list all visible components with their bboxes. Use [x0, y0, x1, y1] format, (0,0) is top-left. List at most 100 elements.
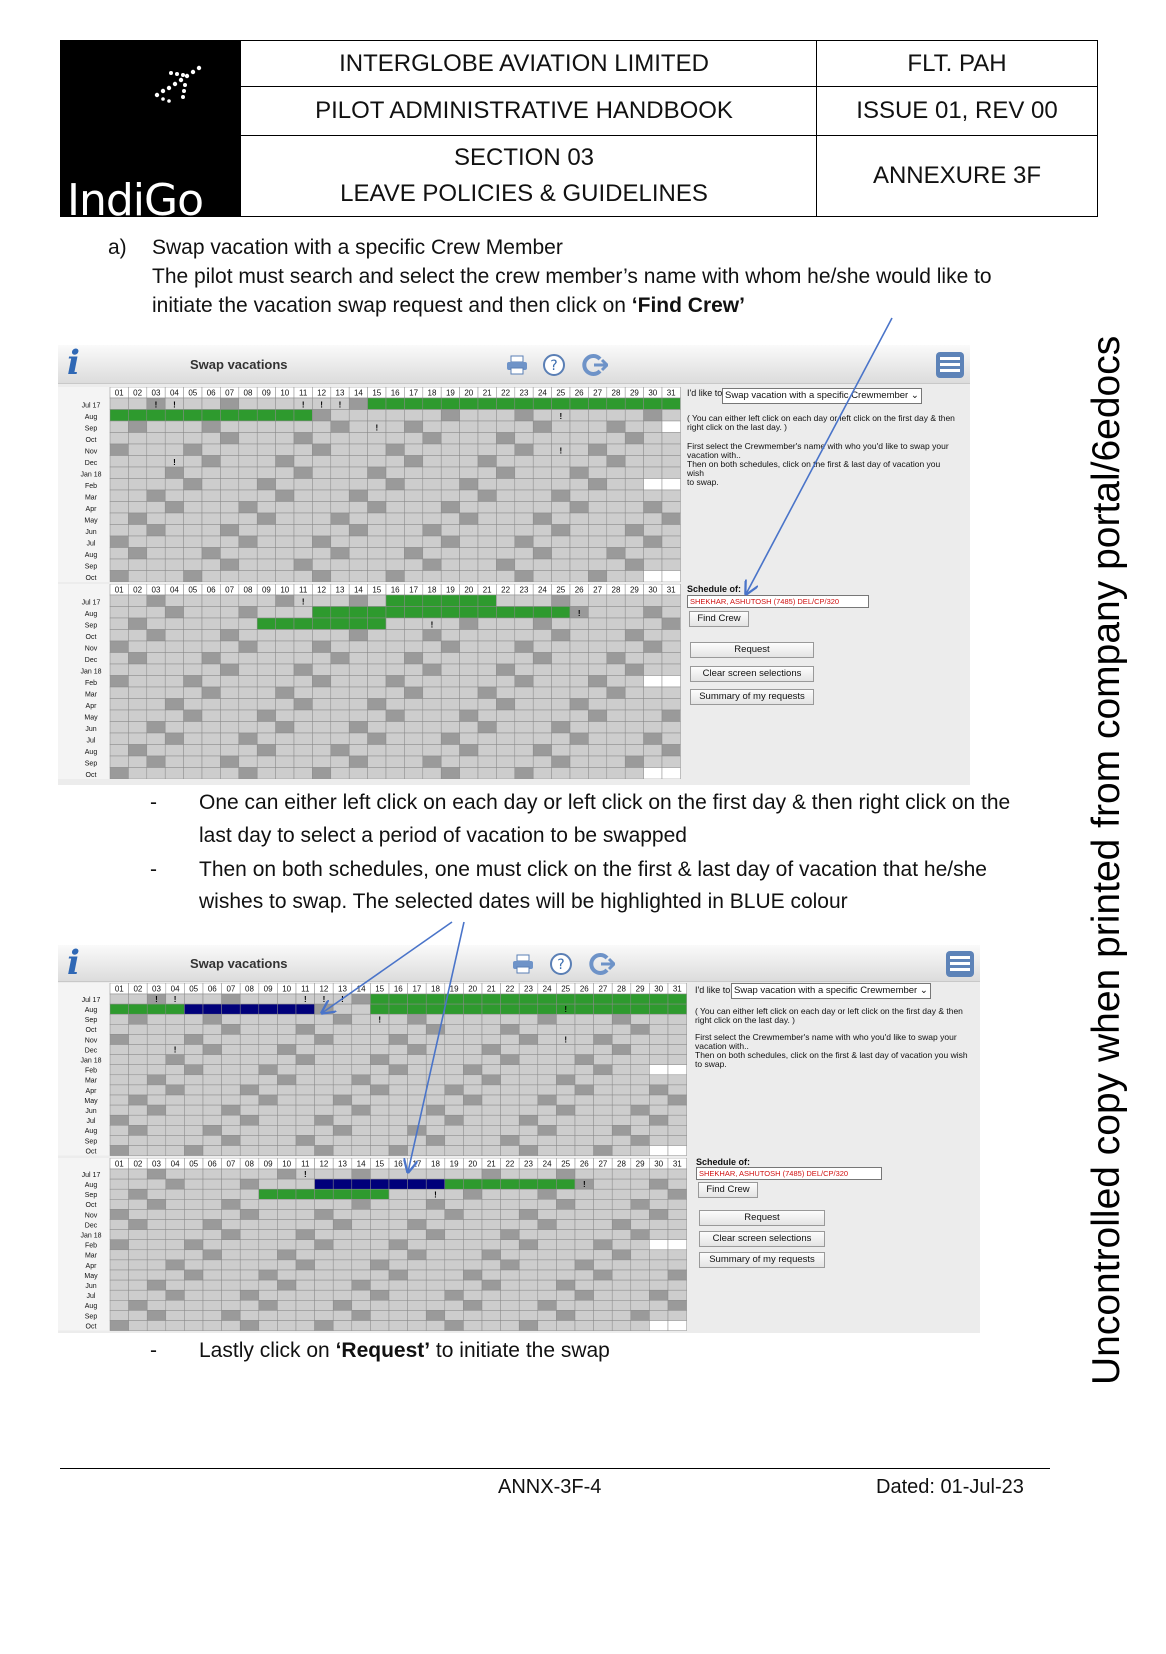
svg-text:?: ?: [557, 957, 564, 973]
month-label: Apr: [86, 1263, 98, 1270]
id-like-label: I'd like to: [695, 985, 731, 995]
help-line: to swap.: [695, 1059, 727, 1069]
my-schedule-grid[interactable]: 01 02 03 04 05 06 07 08 09 10 11 12 13 14 15 16 17 18 19 20…: [58, 387, 690, 582]
day-header: 19: [446, 389, 455, 398]
conflict-mark: !: [564, 1036, 567, 1045]
month-label: Mar: [85, 691, 98, 698]
day-header: 18: [428, 586, 437, 595]
day-header: 03: [152, 389, 161, 398]
help-line: to swap.: [687, 477, 719, 487]
conflict-mark: !: [578, 609, 581, 618]
conflict-mark: !: [155, 995, 158, 1004]
schedule-of-label: Schedule of:: [696, 1157, 751, 1167]
para1-line2: initiate the vacation swap request and t…: [152, 291, 745, 321]
month-label: Sep: [85, 1313, 98, 1320]
day-header: 16: [394, 985, 403, 994]
day-header: 03: [152, 586, 161, 595]
day-header: 19: [450, 985, 459, 994]
conflict-mark: !: [583, 1180, 586, 1189]
day-header: 17: [409, 389, 418, 398]
day-header: 18: [431, 1160, 440, 1169]
day-header: 04: [171, 1160, 180, 1169]
clear-selections-button[interactable]: Clear screen selections: [690, 666, 814, 682]
my-schedule-grid[interactable]: 01 02 03 04 05 06 07 08 09 10 11 12 13 14 15 16 17 18 19 20…: [58, 983, 696, 1156]
month-label: Oct: [86, 575, 97, 582]
help-line: right click on the last day. ): [687, 422, 787, 432]
print-icon[interactable]: [512, 954, 534, 974]
conflict-mark: !: [559, 447, 562, 456]
help-icon[interactable]: ?: [549, 952, 573, 976]
day-header: 22: [501, 389, 510, 398]
clear-selections-button[interactable]: Clear screen selections: [699, 1231, 825, 1247]
app-title: Swap vacations: [190, 956, 288, 971]
day-header: 28: [617, 985, 626, 994]
find-crew-button[interactable]: Find Crew: [698, 1182, 758, 1198]
day-header: 02: [133, 586, 142, 595]
conflict-mark: !: [323, 995, 326, 1004]
indigo-logo: IndiGo: [61, 41, 241, 226]
month-label: Sep: [85, 622, 98, 629]
request-button[interactable]: Request: [690, 642, 814, 658]
schedule-of-input[interactable]: SHEKHAR, ASHUTOSH (7485) DEL/CP/320: [687, 595, 869, 608]
swap-vacations-screenshot-2: i Swap vacations ? 01 02 03 04 05 06 07 08 09 10 1…: [58, 945, 980, 1333]
chevron-down-icon: ⌄: [910, 390, 919, 401]
day-header: 30: [654, 985, 663, 994]
day-header: 15: [375, 985, 384, 994]
help-icon[interactable]: ?: [542, 353, 566, 377]
day-header: 28: [617, 1160, 626, 1169]
print-icon[interactable]: [506, 355, 528, 375]
day-header: 20: [464, 389, 473, 398]
swap-mode-select[interactable]: Swap vacation with a specific Crewmember…: [731, 983, 931, 999]
side-panel: I'd like to: [695, 986, 730, 995]
day-header: 22: [501, 586, 510, 595]
conflict-mark: !: [302, 598, 305, 607]
item-marker: a): [108, 236, 127, 259]
swap-vacations-screenshot-1: i Swap vacations ? 01 02 03 04 05 06 07 08 09 10 1…: [58, 345, 970, 785]
help-line: Then on both schedules, click on the fir…: [687, 459, 941, 478]
exit-icon[interactable]: [587, 952, 615, 976]
day-header: 06: [208, 1160, 217, 1169]
find-crew-button[interactable]: Find Crew: [689, 611, 749, 627]
find-crew-emphasis: ‘Find Crew’: [631, 294, 745, 317]
schedule-of-input[interactable]: SHEKHAR, ASHUTOSH (7485) DEL/CP/320: [696, 1167, 882, 1180]
crew-schedule-grid[interactable]: 01 02 03 04 05 06 07 08 09 10 11 12 13 14 15 16 17 18 19 20…: [58, 1158, 696, 1331]
crew-schedule-grid[interactable]: 01 02 03 04 05 06 07 08 09 10 11 12 13 14 15 16 17 18 19 20…: [58, 584, 690, 779]
month-label: May: [84, 1098, 98, 1105]
checklist-icon[interactable]: [944, 949, 976, 979]
day-header: 14: [357, 1160, 366, 1169]
info-icon[interactable]: i: [67, 945, 80, 983]
day-header: 02: [133, 985, 142, 994]
day-header: 03: [152, 985, 161, 994]
checklist-icon[interactable]: [934, 350, 966, 380]
day-cell: [667, 1145, 687, 1156]
day-header: 25: [561, 1160, 570, 1169]
month-label: Oct: [86, 1148, 97, 1155]
info-icon[interactable]: i: [67, 345, 80, 383]
day-header: 31: [673, 1160, 682, 1169]
day-header: 24: [538, 586, 547, 595]
day-header: 09: [262, 389, 271, 398]
summary-requests-button[interactable]: Summary of my requests: [699, 1252, 825, 1268]
day-header: 06: [207, 586, 216, 595]
summary-requests-button[interactable]: Summary of my requests: [690, 689, 814, 705]
month-label: Dec: [85, 657, 98, 664]
bullet-marker: -: [150, 1339, 157, 1362]
day-header: 21: [487, 985, 496, 994]
conflict-mark: !: [304, 995, 307, 1004]
month-label: Dec: [85, 1222, 98, 1229]
month-label: Nov: [85, 448, 98, 455]
section-number: SECTION 03: [453, 143, 595, 171]
day-header: 13: [338, 1160, 347, 1169]
day-header: 12: [319, 1160, 328, 1169]
day-header: 23: [524, 985, 533, 994]
day-header: 24: [543, 1160, 552, 1169]
app-toolbar: [58, 345, 970, 384]
day-header: 09: [264, 1160, 273, 1169]
swap-mode-select[interactable]: Swap vacation with a specific Crewmember…: [722, 388, 922, 404]
request-button[interactable]: Request: [699, 1210, 825, 1226]
exit-icon[interactable]: [580, 353, 608, 377]
arrow-to-first-selection: [322, 921, 453, 1013]
day-header: 26: [580, 1160, 589, 1169]
month-label: Jul 17: [82, 1172, 101, 1179]
day-header: 31: [667, 586, 676, 595]
